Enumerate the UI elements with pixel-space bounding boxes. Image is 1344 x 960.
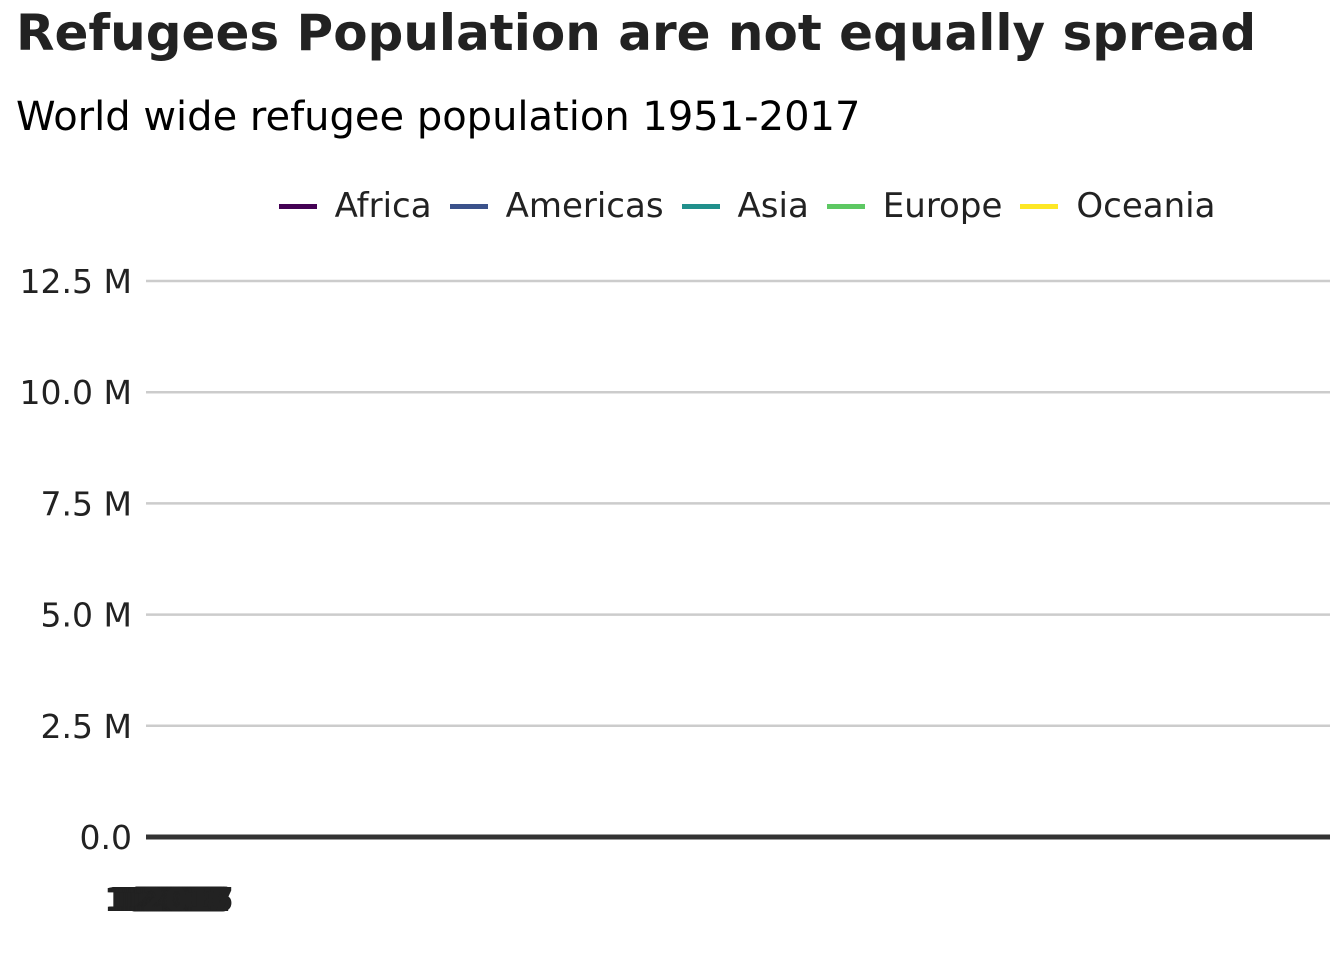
x-tick-label: 1962 [110, 880, 202, 919]
x-tick-label: 1997 [130, 880, 222, 919]
x-tick-label: 2003 [134, 880, 226, 919]
chart-subtitle: World wide refugee population 1951-2017 [16, 94, 861, 140]
x-tick-label: 1952 [105, 880, 197, 919]
legend-swatch-americas [449, 203, 488, 209]
legend-swatch-africa [278, 203, 317, 209]
x-tick-label: 2011 [139, 880, 231, 919]
x-tick-label: 1985 [124, 880, 216, 919]
y-tick-label: 5.0 M [41, 596, 132, 635]
y-tick-label: 10.0 M [20, 373, 132, 412]
x-tick-label: 1953 [105, 880, 197, 919]
x-tick-label: 1958 [108, 880, 200, 919]
x-tick-label: 2004 [135, 880, 227, 919]
x-tick-label: 1965 [112, 880, 204, 919]
x-tick-label: 1954 [106, 880, 198, 919]
x-tick-label: 1996 [130, 880, 222, 919]
x-tick-label: 1983 [122, 880, 214, 919]
x-tick-label: 1992 [128, 880, 220, 919]
x-tick-label: 2008 [137, 880, 229, 919]
x-tick-label: 2007 [136, 880, 228, 919]
chart-legend: Africa Americas Asia Europe Oceania [0, 184, 1344, 228]
legend-item-asia: Asia [681, 186, 809, 226]
x-tick-label: 1963 [111, 880, 203, 919]
x-tick-label: 1960 [109, 880, 201, 919]
x-tick-label: 1957 [107, 880, 199, 919]
x-tick-label: 1980 [121, 880, 213, 919]
x-tick-label: 2012 [139, 880, 231, 919]
x-tick-label: 1990 [126, 880, 218, 919]
legend-item-africa: Africa [278, 186, 432, 226]
x-tick-label: 1999 [132, 880, 224, 919]
x-tick-label: 1975 [118, 880, 210, 919]
x-tick-label: 1989 [126, 880, 218, 919]
x-tick-label: 1978 [120, 880, 212, 919]
legend-item-oceania: Oceania [1020, 186, 1215, 226]
x-tick-label: 1951 [104, 880, 196, 919]
x-tick-label: 1956 [107, 880, 199, 919]
legend-label-africa: Africa [334, 186, 432, 226]
x-tick-label: 1973 [117, 880, 209, 919]
x-tick-label: 2009 [137, 880, 229, 919]
y-tick-label: 0.0 [80, 818, 132, 857]
x-tick-label: 1994 [129, 880, 221, 919]
x-tick-label: 1971 [116, 880, 208, 919]
x-tick-label: 2010 [138, 880, 230, 919]
chart-title: Refugees Population are not equally spre… [16, 4, 1257, 62]
x-tick-label: 1969 [114, 880, 206, 919]
x-tick-label: 2015 [141, 880, 233, 919]
x-tick-label: 1968 [114, 880, 206, 919]
x-tick-label: 1974 [117, 880, 209, 919]
x-tick-label: 1991 [127, 880, 219, 919]
y-axis-ticks: 0.0 2.5 M 5.0 M 7.5 M 10.0 M 12.5 M [20, 262, 132, 857]
x-tick-label: 1988 [125, 880, 217, 919]
legend-item-europe: Europe [826, 186, 1003, 226]
x-tick-label: 1998 [131, 880, 223, 919]
x-tick-label: 1984 [123, 880, 215, 919]
x-tick-label: 2006 [136, 880, 228, 919]
x-tick-label: 1967 [113, 880, 205, 919]
x-tick-label: 1959 [109, 880, 201, 919]
x-tick-label: 1979 [120, 880, 212, 919]
x-tick-label: 1970 [115, 880, 207, 919]
x-tick-label: 1995 [129, 880, 221, 919]
x-tick-label: 1966 [113, 880, 205, 919]
x-tick-label: 1986 [124, 880, 216, 919]
legend-swatch-asia [681, 203, 720, 209]
x-tick-label: 1977 [119, 880, 211, 919]
legend-label-americas: Americas [505, 186, 664, 226]
x-tick-label: 2001 [133, 880, 225, 919]
legend-label-asia: Asia [737, 186, 809, 226]
legend-item-americas: Americas [449, 186, 664, 226]
legend-label-oceania: Oceania [1076, 186, 1216, 226]
gridlines [146, 279, 1330, 840]
legend-swatch-oceania [1020, 203, 1059, 209]
x-axis-ticks: 1951195219531954195519561957195819591960… [104, 880, 234, 919]
x-tick-label: 2000 [132, 880, 224, 919]
x-tick-label: 1964 [111, 880, 203, 919]
x-tick-label: 2017 [142, 880, 234, 919]
x-tick-label: 2002 [133, 880, 225, 919]
legend-swatch-europe [826, 203, 865, 209]
x-tick-label: 2014 [140, 880, 232, 919]
x-tick-label: 1993 [128, 880, 220, 919]
legend-label-europe: Europe [882, 186, 1003, 226]
x-tick-label: 1955 [106, 880, 198, 919]
x-tick-label: 2005 [135, 880, 227, 919]
x-tick-label: 1987 [125, 880, 217, 919]
x-tick-label: 2013 [140, 880, 232, 919]
x-tick-label: 2016 [141, 880, 233, 919]
x-tick-label: 1976 [118, 880, 210, 919]
x-tick-label: 1961 [110, 880, 202, 919]
x-tick-label: 1982 [122, 880, 214, 919]
y-tick-label: 2.5 M [41, 707, 132, 746]
x-tick-label: 1972 [116, 880, 208, 919]
y-tick-label: 7.5 M [41, 484, 132, 523]
x-tick-label: 1981 [121, 880, 213, 919]
y-tick-label: 12.5 M [20, 262, 132, 301]
